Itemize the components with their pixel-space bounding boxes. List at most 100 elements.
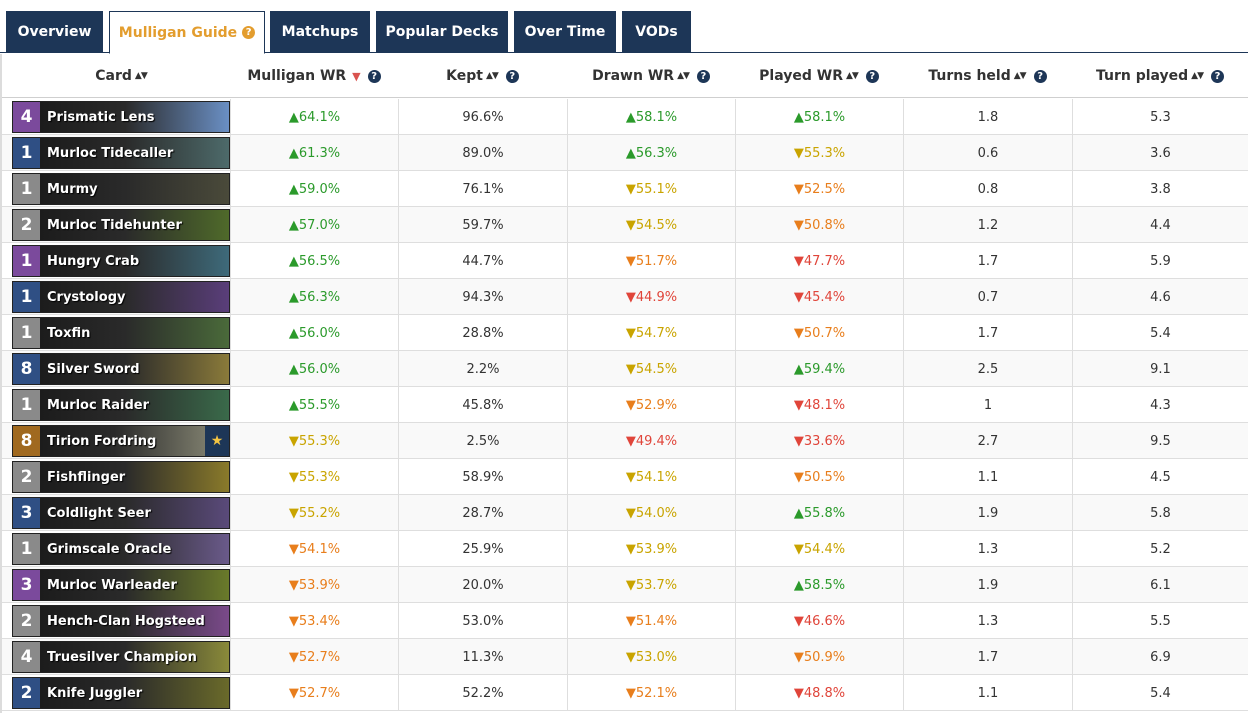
played-wr-cell: ▼50.5%	[735, 459, 903, 495]
turn-played-cell: 9.1	[1072, 351, 1248, 387]
card-name: Knife Juggler	[40, 678, 229, 708]
col-kept-header[interactable]: Kept ▲▼?	[398, 54, 567, 98]
played-wr-cell: ▼50.9%	[735, 639, 903, 675]
col-drawn-wr-header[interactable]: Drawn WR ▲▼?	[567, 54, 735, 98]
sort-icon[interactable]: ▲▼	[845, 71, 859, 81]
sort-icon[interactable]: ▲▼	[1191, 71, 1204, 81]
tab-popular-decks[interactable]: Popular Decks	[376, 11, 508, 53]
sort-icon[interactable]: ▲▼	[677, 71, 690, 81]
mulligan-wr-cell: ▼52.7%	[230, 675, 398, 711]
kept-cell: 44.7%	[398, 243, 567, 279]
card-tile[interactable]: 2 Murloc Tidehunter	[12, 209, 230, 241]
help-icon[interactable]: ?	[865, 69, 879, 83]
tab-label: VODs	[635, 24, 678, 40]
card-name: Murloc Warleader	[40, 570, 229, 600]
turns-held-cell: 1.7	[903, 639, 1072, 675]
card-tile[interactable]: 4 Prismatic Lens	[12, 101, 230, 133]
turn-played-cell: 5.9	[1072, 243, 1248, 279]
kept-cell: 28.8%	[398, 315, 567, 351]
col-turn-played-header[interactable]: Turn played ▲▼?	[1072, 54, 1248, 98]
card-tile[interactable]: 1 Murloc Raider	[12, 389, 230, 421]
mulligan-wr-cell: ▲56.5%	[230, 243, 398, 279]
tab-matchups[interactable]: Matchups	[270, 11, 370, 53]
column-label: Mulligan WR	[247, 68, 347, 84]
kept-cell: 76.1%	[398, 171, 567, 207]
card-tile[interactable]: 3 Coldlight Seer	[12, 497, 230, 529]
kept-cell: 94.3%	[398, 279, 567, 315]
turn-played-cell: 9.5	[1072, 423, 1248, 459]
turns-held-cell: 1	[903, 387, 1072, 423]
card-cost: 3	[13, 570, 40, 600]
kept-cell: 11.3%	[398, 639, 567, 675]
card-tile[interactable]: 4 Truesilver Champion	[12, 641, 230, 673]
card-name: Crystology	[40, 282, 229, 312]
turn-played-cell: 5.5	[1072, 603, 1248, 639]
column-label: Kept	[446, 68, 483, 84]
played-wr-cell: ▼47.7%	[735, 243, 903, 279]
turn-played-cell: 5.2	[1072, 531, 1248, 567]
help-icon[interactable]: ?	[1211, 69, 1225, 83]
turns-held-cell: 1.7	[903, 315, 1072, 351]
turns-held-cell: 1.7	[903, 243, 1072, 279]
drawn-wr-cell: ▼54.7%	[567, 315, 735, 351]
card-cost: 4	[13, 642, 40, 672]
card-tile[interactable]: 8 Silver Sword	[12, 353, 230, 385]
played-wr-cell: ▼48.8%	[735, 675, 903, 711]
help-icon[interactable]: ?	[1033, 69, 1047, 83]
card-tile[interactable]: 1 Toxfin	[12, 317, 230, 349]
card-cost: 1	[13, 138, 40, 168]
sort-icon[interactable]: ▲▼	[485, 71, 499, 81]
card-tile[interactable]: 2 Knife Juggler	[12, 677, 230, 709]
turn-played-cell: 5.8	[1072, 495, 1248, 531]
turns-held-cell: 1.2	[903, 207, 1072, 243]
sort-desc-icon[interactable]: ▼	[352, 69, 361, 83]
played-wr-cell: ▼50.8%	[735, 207, 903, 243]
tab-label: Over Time	[524, 24, 606, 40]
col-played-wr-header[interactable]: Played WR ▲▼?	[735, 54, 903, 98]
card-cost: 1	[13, 390, 40, 420]
card-name: Hench-Clan Hogsteed	[40, 606, 229, 636]
card-tile[interactable]: 2 Fishflinger	[12, 461, 230, 493]
col-mulligan-wr-header[interactable]: Mulligan WR ▼?	[230, 54, 398, 98]
kept-cell: 89.0%	[398, 135, 567, 171]
mulligan-wr-cell: ▼53.9%	[230, 567, 398, 603]
help-icon[interactable]: ?	[696, 69, 710, 83]
played-wr-cell: ▼55.3%	[735, 135, 903, 171]
drawn-wr-cell: ▼53.7%	[567, 567, 735, 603]
table-row: 3 Murloc Warleader ▼53.9% 20.0% ▼53.7% ▲58.5%…	[2, 567, 1248, 603]
col-card-header[interactable]: Card ▲▼	[12, 54, 230, 98]
mulligan-wr-cell: ▼55.3%	[230, 459, 398, 495]
sort-icon[interactable]: ▲▼	[134, 71, 148, 81]
card-tile[interactable]: 1 Hungry Crab	[12, 245, 230, 277]
tab-mulligan-guide[interactable]: Mulligan Guide?	[109, 11, 265, 54]
drawn-wr-cell: ▼54.1%	[567, 459, 735, 495]
turn-played-cell: 3.6	[1072, 135, 1248, 171]
help-icon[interactable]: ?	[505, 69, 519, 83]
sort-icon[interactable]: ▲▼	[1013, 71, 1027, 81]
tab-overview[interactable]: Overview	[6, 11, 103, 53]
card-tile[interactable]: 1 Murmy	[12, 173, 230, 205]
tab-label: Matchups	[281, 24, 359, 40]
played-wr-cell: ▲58.5%	[735, 567, 903, 603]
card-tile[interactable]: 2 Hench-Clan Hogsteed	[12, 605, 230, 637]
turns-held-cell: 1.1	[903, 675, 1072, 711]
card-tile[interactable]: 1 Grimscale Oracle	[12, 533, 230, 565]
card-cost: 8	[13, 426, 40, 456]
card-tile[interactable]: 3 Murloc Warleader	[12, 569, 230, 601]
played-wr-cell: ▼45.4%	[735, 279, 903, 315]
turns-held-cell: 1.9	[903, 495, 1072, 531]
tab-over-time[interactable]: Over Time	[514, 11, 616, 53]
table-header: Card ▲▼ Mulligan WR ▼? Kept ▲▼? Drawn WR ▲▼?…	[2, 54, 1248, 98]
card-tile[interactable]: 1 Murloc Tidecaller	[12, 137, 230, 169]
help-icon[interactable]: ?	[242, 26, 256, 39]
help-icon[interactable]: ?	[367, 69, 381, 83]
tab-vods[interactable]: VODs	[622, 11, 691, 53]
col-turns-held-header[interactable]: Turns held ▲▼?	[903, 54, 1072, 98]
card-tile[interactable]: 1 Crystology	[12, 281, 230, 313]
drawn-wr-cell: ▲56.3%	[567, 135, 735, 171]
card-tile[interactable]: 8 Tirion Fordring ★	[12, 425, 230, 457]
kept-cell: 2.2%	[398, 351, 567, 387]
played-wr-cell: ▼48.1%	[735, 387, 903, 423]
played-wr-cell: ▼54.4%	[735, 531, 903, 567]
card-name: Murloc Raider	[40, 390, 229, 420]
